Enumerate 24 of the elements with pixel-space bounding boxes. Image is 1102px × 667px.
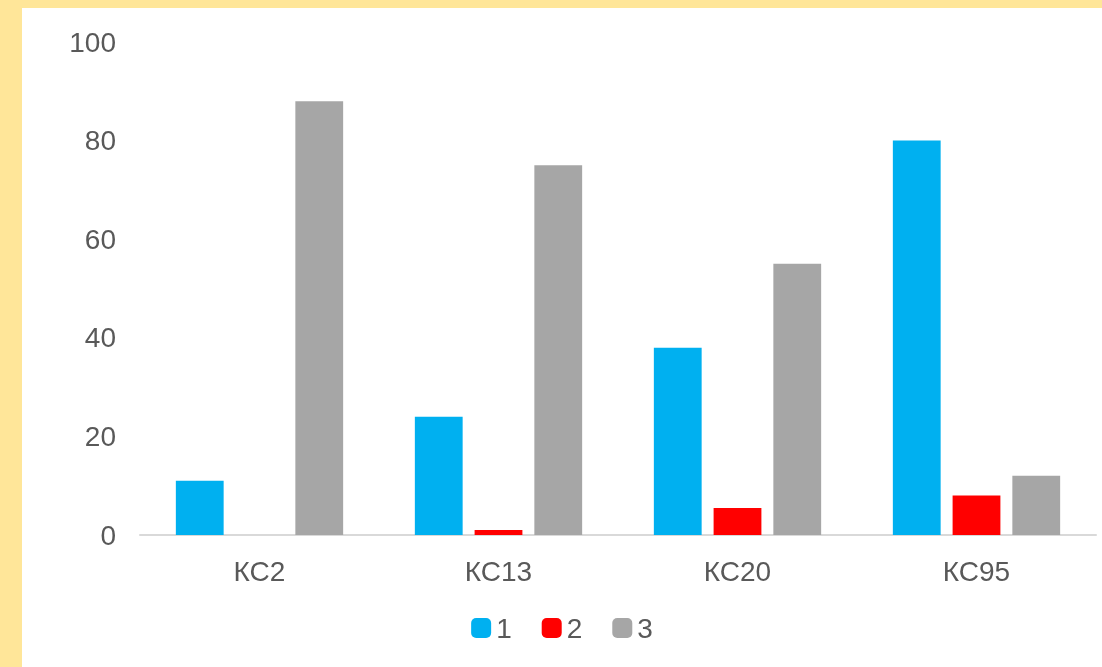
y-tick-label: 100 bbox=[69, 26, 116, 58]
legend-label: 2 bbox=[566, 612, 583, 644]
bar bbox=[892, 140, 941, 535]
x-tick-label: КС13 bbox=[464, 555, 533, 587]
bar bbox=[295, 101, 344, 535]
bar bbox=[952, 495, 1001, 535]
x-tick-label: КС95 bbox=[942, 555, 1011, 587]
bar bbox=[653, 347, 702, 535]
y-tick-label: 0 bbox=[100, 519, 116, 551]
y-tick-label: 80 bbox=[84, 125, 116, 157]
y-tick-label: 40 bbox=[84, 322, 116, 354]
legend-label: 3 bbox=[637, 612, 653, 644]
bar bbox=[713, 507, 762, 535]
bar bbox=[175, 480, 224, 535]
x-tick-label: КС20 bbox=[703, 555, 772, 587]
bar bbox=[773, 263, 822, 535]
y-tick-label: 20 bbox=[84, 420, 116, 452]
legend-label: 1 bbox=[496, 612, 512, 644]
bar bbox=[474, 530, 523, 535]
bar bbox=[414, 416, 463, 535]
x-tick-label: КС2 bbox=[233, 555, 286, 587]
y-tick-label: 60 bbox=[84, 223, 116, 255]
bar bbox=[534, 165, 583, 535]
bar bbox=[1012, 475, 1061, 535]
